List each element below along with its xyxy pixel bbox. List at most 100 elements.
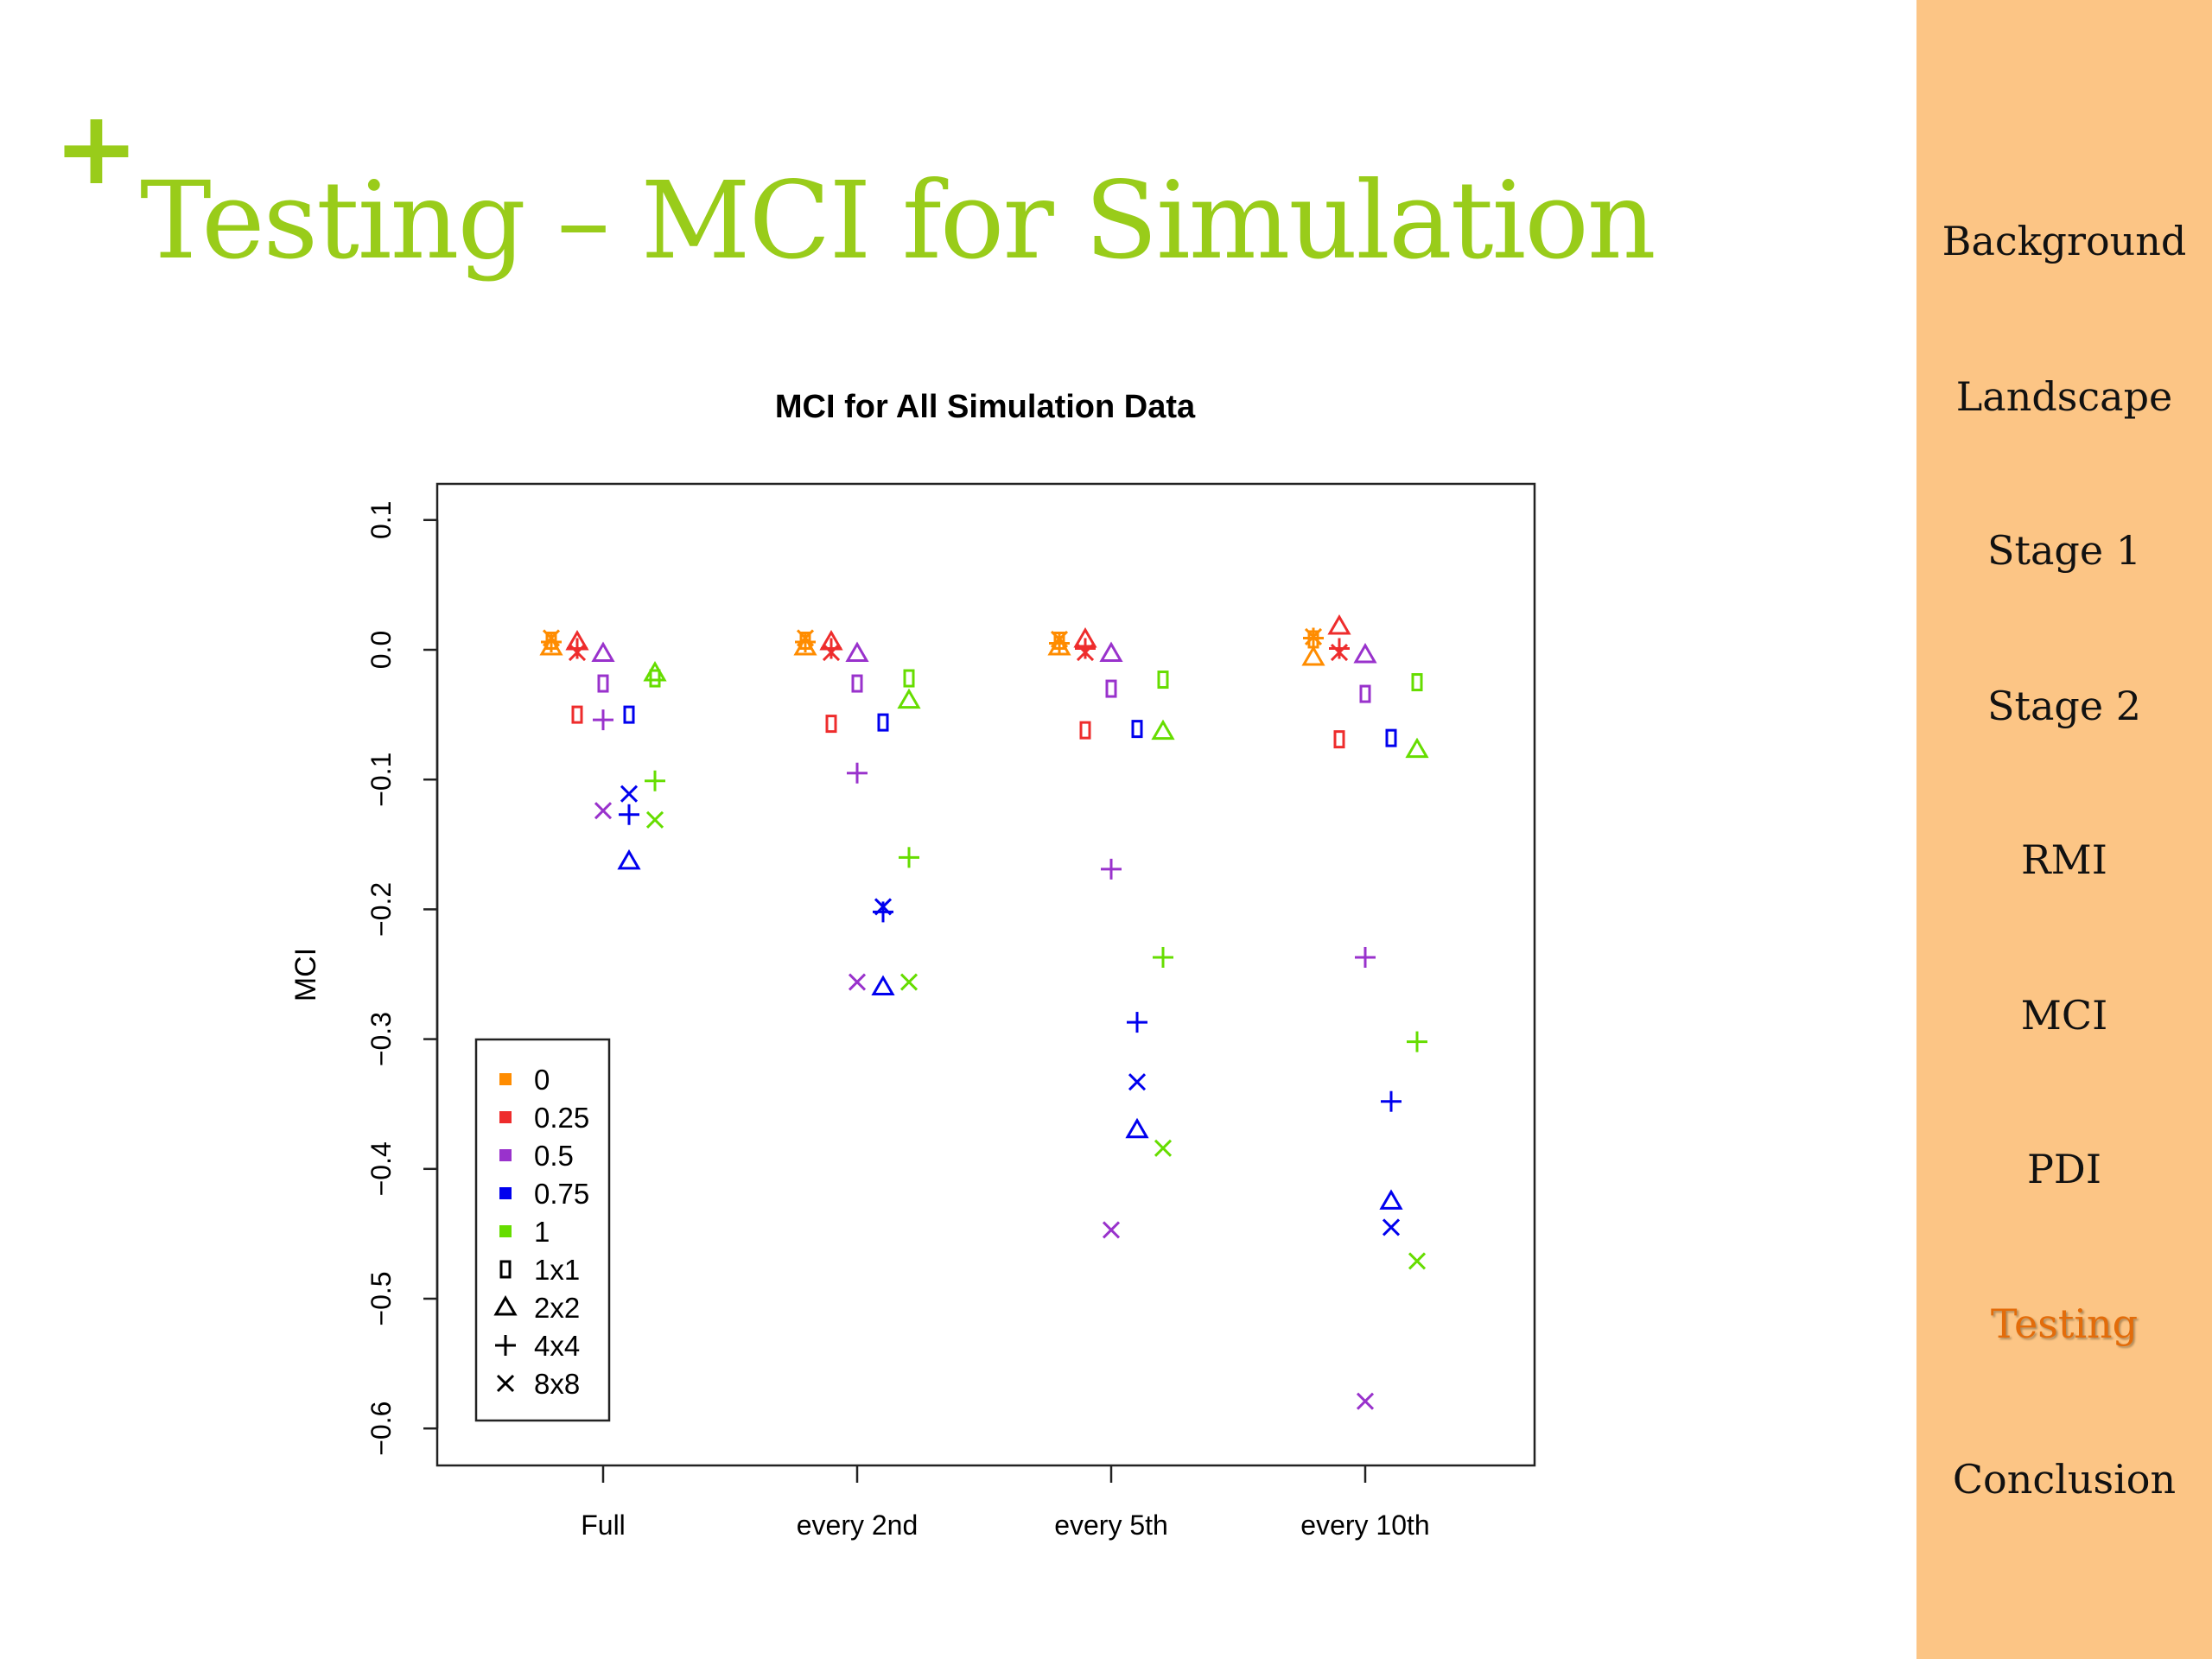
data-point-0_25-1x1 xyxy=(571,705,583,724)
data-point-0_75-1x1 xyxy=(623,705,635,724)
legend-label: 1x1 xyxy=(534,1254,580,1286)
y-tick-label: −0.4 xyxy=(365,1141,397,1196)
data-point-1-8x8 xyxy=(1154,1139,1173,1157)
data-point-0-2x2 xyxy=(1301,645,1325,666)
data-point-0_5-8x8 xyxy=(848,973,867,991)
x-tick-label: Full xyxy=(581,1510,626,1541)
data-point-0-4x4 xyxy=(1049,632,1070,654)
legend-label: 0.25 xyxy=(534,1102,589,1134)
nav-item-stage-1[interactable]: Stage 1 xyxy=(1987,527,2141,574)
section-nav-panel: Background Landscape Stage 1 Stage 2 RMI MCI P… xyxy=(1916,0,2212,1659)
y-axis-label: MCI xyxy=(289,948,322,1001)
data-point-0_5-4x4 xyxy=(593,709,613,731)
data-point-0_5-4x4 xyxy=(1355,946,1376,968)
x-axis: Full every 2nd every 5th every 10th xyxy=(581,1465,1430,1541)
data-point-0_5-8x8 xyxy=(1356,1392,1375,1410)
data-point-0_75-8x8 xyxy=(1382,1218,1401,1236)
legend-color-swatch xyxy=(499,1111,512,1123)
nav-item-testing[interactable]: Testing xyxy=(1990,1300,2139,1347)
data-point-0_5-4x4 xyxy=(1101,858,1122,880)
data-point-0_5-2x2 xyxy=(591,641,615,663)
y-tick-label: −0.6 xyxy=(365,1402,397,1456)
x-tick-label: every 5th xyxy=(1054,1510,1168,1541)
legend-label: 8x8 xyxy=(534,1368,580,1400)
data-point-0_5-2x2 xyxy=(1099,641,1123,663)
data-point-1-1x1 xyxy=(1411,673,1423,692)
data-point-1-8x8 xyxy=(645,810,664,829)
nav-item-pdi[interactable]: PDI xyxy=(2026,1146,2101,1192)
data-point-1-2x2 xyxy=(643,661,667,682)
legend-color-swatch xyxy=(499,1073,512,1085)
data-points xyxy=(539,613,1429,1410)
mci-scatter-chart: MCI for All Simulation Data MCI 0.1 0.0 −0… xyxy=(289,389,1536,1541)
data-point-0-8x8 xyxy=(1304,627,1323,646)
legend-label: 0.75 xyxy=(534,1178,589,1210)
nav-item-background[interactable]: Background xyxy=(1942,218,2187,264)
data-point-0_5-1x1 xyxy=(597,674,609,693)
data-point-1-8x8 xyxy=(899,973,918,991)
data-point-0_5-8x8 xyxy=(594,802,613,820)
data-point-1-4x4 xyxy=(1153,946,1173,968)
data-point-0_5-1x1 xyxy=(1105,679,1117,698)
data-point-0_25-4x4 xyxy=(1075,638,1096,659)
data-point-0_5-1x1 xyxy=(851,674,863,693)
y-tick-label: −0.2 xyxy=(365,882,397,937)
nav-item-conclusion[interactable]: Conclusion xyxy=(1952,1456,2177,1503)
nav-item-stage-2[interactable]: Stage 2 xyxy=(1987,683,2141,729)
data-point-0-4x4 xyxy=(795,631,816,652)
data-point-1-4x4 xyxy=(645,770,665,791)
data-point-0_5-2x2 xyxy=(845,641,869,663)
data-point-0_25-1x1 xyxy=(1333,730,1345,749)
data-point-0_75-8x8 xyxy=(874,898,893,916)
legend-box xyxy=(474,1038,611,1422)
data-point-1-8x8 xyxy=(1408,1252,1427,1270)
data-point-1-2x2 xyxy=(897,688,921,709)
data-point-0_25-2x2 xyxy=(1327,613,1351,635)
data-point-0_5-2x2 xyxy=(1353,643,1377,664)
nav-item-rmi[interactable]: RMI xyxy=(2021,836,2107,883)
data-point-0-8x8 xyxy=(1050,630,1069,649)
y-tick-label: −0.1 xyxy=(365,753,397,807)
chart-title: MCI for All Simulation Data xyxy=(775,389,1196,425)
data-point-0_5-8x8 xyxy=(1102,1221,1121,1239)
legend-shape-rect xyxy=(499,1260,512,1279)
legend-label: 0 xyxy=(534,1064,550,1096)
data-point-1-1x1 xyxy=(903,669,915,688)
legend: 0 0.25 0.5 0.75 1 1x1 2x2 4x4 8x8 xyxy=(474,1038,611,1422)
data-point-0_75-4x4 xyxy=(1381,1090,1402,1112)
data-point-1-4x4 xyxy=(899,847,919,868)
legend-color-swatch xyxy=(499,1149,512,1161)
data-point-1-2x2 xyxy=(1151,719,1175,741)
y-tick-label: −0.5 xyxy=(365,1271,397,1325)
data-point-0_25-8x8 xyxy=(822,643,841,662)
data-point-0_25-8x8 xyxy=(568,643,587,662)
slide-title: Testing – MCI for Simulation xyxy=(140,159,1656,283)
data-point-0_25-4x4 xyxy=(1329,638,1350,659)
data-point-0_75-4x4 xyxy=(619,804,639,825)
data-point-0_25-4x4 xyxy=(567,638,588,659)
legend-color-swatch xyxy=(499,1187,512,1199)
data-point-0_75-2x2 xyxy=(1125,1117,1149,1139)
data-point-0_75-1x1 xyxy=(877,713,889,732)
data-point-0_75-4x4 xyxy=(1127,1012,1147,1033)
nav-item-landscape[interactable]: Landscape xyxy=(1955,373,2173,420)
legend-shape-plus xyxy=(495,1335,516,1356)
data-point-0_25-1x1 xyxy=(825,715,837,734)
data-point-0_75-8x8 xyxy=(1128,1073,1147,1091)
y-tick-label: 0.0 xyxy=(365,631,397,669)
plus-bullet-icon: + xyxy=(54,88,139,207)
legend-shape-triangle xyxy=(493,1295,518,1316)
data-point-0_75-2x2 xyxy=(871,975,895,996)
data-point-0_75-2x2 xyxy=(1379,1189,1403,1210)
nav-item-mci[interactable]: MCI xyxy=(2020,992,2108,1039)
x-tick-label: every 2nd xyxy=(797,1510,918,1541)
legend-shape-cross xyxy=(496,1374,515,1393)
data-point-0-2x2 xyxy=(793,635,817,656)
data-point-0_75-8x8 xyxy=(620,785,639,803)
data-point-0_25-8x8 xyxy=(1330,643,1349,662)
data-point-0-4x4 xyxy=(541,631,562,652)
y-axis: 0.1 0.0 −0.1 −0.2 −0.3 −0.4 −0.5 −0.6 xyxy=(365,501,439,1456)
data-point-0_25-1x1 xyxy=(1079,721,1091,740)
data-point-0_25-4x4 xyxy=(821,638,842,659)
x-tick-label: every 10th xyxy=(1300,1510,1429,1541)
